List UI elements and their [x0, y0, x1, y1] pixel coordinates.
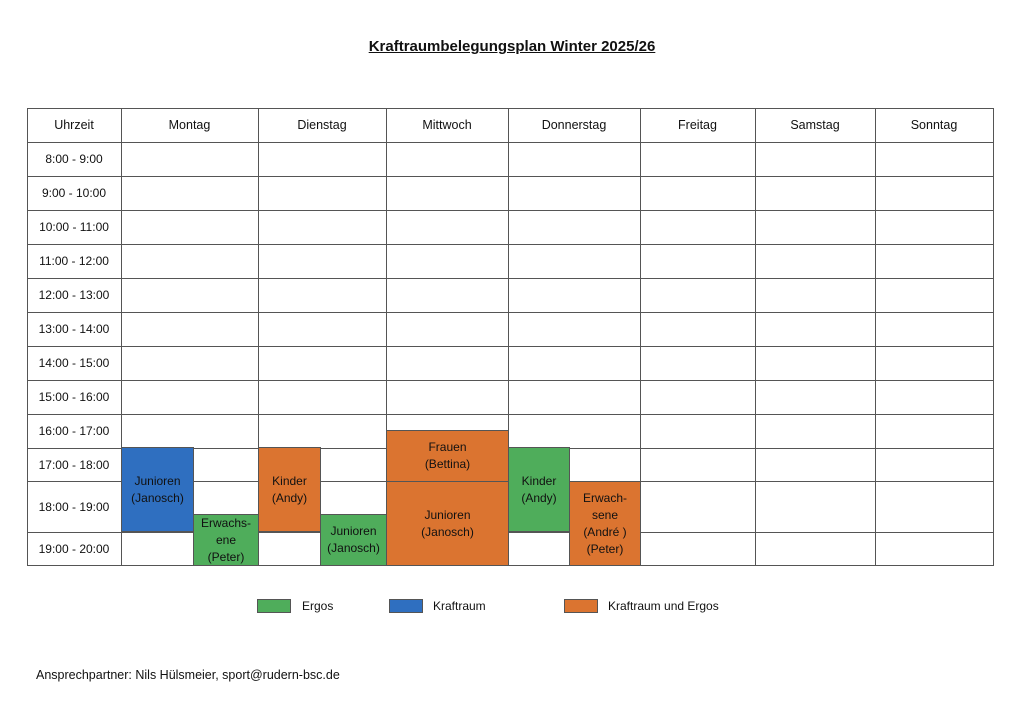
grid-line — [27, 380, 994, 381]
header-day-montag: Montag — [168, 118, 211, 132]
time-slot: 8:00 - 9:00 — [45, 152, 103, 166]
booking-mittwoch-frauen: Frauen (Bettina) — [386, 430, 509, 482]
booking-label: Kinder (Andy) — [271, 473, 308, 505]
time-slot: 11:00 - 12:00 — [39, 254, 109, 268]
booking-label: Erwachs- ene (Peter) — [200, 515, 251, 564]
grid-line — [27, 312, 994, 313]
booking-donnerstag-erwachsene: Erwach- sene (André ) (Peter) — [569, 481, 641, 566]
grid-line — [386, 108, 387, 566]
grid-line — [27, 108, 28, 566]
time-slot: 10:00 - 11:00 — [39, 220, 109, 234]
schedule-grid: Uhrzeit Montag Dienstag Mittwoch Donners… — [27, 108, 994, 566]
legend-swatch-kraftraum — [389, 599, 423, 613]
grid-line — [993, 108, 994, 566]
grid-line — [27, 414, 994, 415]
booking-label: Junioren (Janosch) — [131, 473, 184, 505]
header-day-samstag: Samstag — [790, 118, 840, 132]
grid-line — [755, 108, 756, 566]
header-day-sonntag: Sonntag — [910, 118, 958, 132]
grid-line — [640, 108, 641, 566]
booking-mittwoch-junioren: Junioren (Janosch) — [386, 481, 509, 566]
grid-line — [875, 108, 876, 566]
grid-line — [27, 108, 994, 109]
grid-line — [27, 278, 994, 279]
time-slot: 19:00 - 20:00 — [38, 541, 110, 556]
legend-swatch-kraftraum-und-ergos — [564, 599, 598, 613]
page-title: Kraftraumbelegungsplan Winter 2025/26 — [368, 38, 656, 55]
contact-info: Ansprechpartner: Nils Hülsmeier, sport@r… — [36, 668, 340, 682]
grid-line — [258, 108, 259, 566]
time-slot: 15:00 - 16:00 — [38, 390, 110, 404]
booking-label: Frauen (Bettina) — [424, 440, 471, 471]
grid-line — [27, 176, 994, 177]
booking-label: Junioren (Janosch) — [421, 507, 474, 539]
legend-label-kraftraum-und-ergos: Kraftraum und Ergos — [608, 599, 719, 613]
time-slot: 12:00 - 13:00 — [38, 288, 110, 302]
header-day-freitag: Freitag — [678, 118, 717, 132]
booking-label: Kinder (Andy) — [521, 473, 557, 505]
grid-line — [27, 142, 994, 143]
grid-line — [27, 346, 994, 347]
booking-label: Erwach- sene (André ) (Peter) — [582, 490, 627, 556]
time-slot: 17:00 - 18:00 — [38, 457, 110, 472]
grid-line — [121, 108, 122, 566]
booking-montag-erwachsene: Erwachs- ene (Peter) — [193, 514, 259, 566]
legend-swatch-ergos — [257, 599, 291, 613]
time-slot: 18:00 - 19:00 — [38, 499, 110, 514]
booking-dienstag-kinder: Kinder (Andy) — [258, 447, 321, 532]
grid-line — [27, 210, 994, 211]
grid-line — [27, 565, 994, 566]
time-slot: 16:00 - 17:00 — [38, 424, 110, 438]
booking-label: Junioren (Janosch) — [327, 524, 380, 555]
grid-line — [508, 108, 509, 566]
time-slot: 13:00 - 14:00 — [38, 322, 110, 336]
header-day-donnerstag: Donnerstag — [541, 118, 607, 132]
grid-line — [27, 532, 994, 533]
time-slot: 14:00 - 15:00 — [38, 356, 110, 370]
time-slot: 9:00 - 10:00 — [41, 186, 107, 200]
grid-line — [27, 244, 994, 245]
booking-dienstag-junioren: Junioren (Janosch) — [320, 514, 387, 566]
legend-label-ergos: Ergos — [302, 599, 334, 613]
header-time: Uhrzeit — [54, 118, 94, 132]
booking-montag-junioren: Junioren (Janosch) — [121, 447, 194, 532]
legend-label-kraftraum: Kraftraum — [433, 599, 486, 613]
header-day-dienstag: Dienstag — [297, 118, 347, 132]
booking-donnerstag-kinder: Kinder (Andy) — [508, 447, 570, 532]
header-day-mittwoch: Mittwoch — [422, 118, 472, 132]
